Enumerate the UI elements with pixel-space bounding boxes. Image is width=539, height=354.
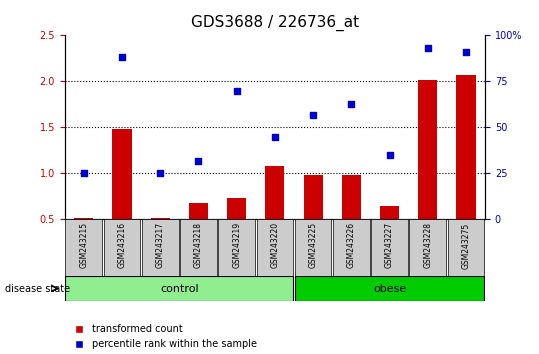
Text: GSM243216: GSM243216: [118, 222, 127, 268]
Text: GSM243227: GSM243227: [385, 222, 394, 268]
Text: obese: obese: [373, 284, 406, 293]
Bar: [342, 175, 361, 219]
Bar: [113, 129, 132, 219]
Bar: [74, 218, 93, 219]
Point: [385, 152, 394, 158]
Point: [271, 134, 279, 139]
Text: control: control: [160, 284, 199, 293]
Point: [194, 158, 203, 164]
Point: [118, 55, 126, 60]
Text: GSM243218: GSM243218: [194, 222, 203, 268]
Text: GSM243275: GSM243275: [461, 222, 471, 269]
Point: [424, 45, 432, 51]
FancyBboxPatch shape: [103, 219, 140, 276]
Text: GSM243228: GSM243228: [423, 222, 432, 268]
Bar: [227, 198, 246, 219]
Text: disease state: disease state: [5, 284, 71, 293]
Bar: [189, 203, 208, 219]
Point: [156, 171, 164, 176]
FancyBboxPatch shape: [142, 219, 178, 276]
Bar: [151, 218, 170, 219]
Bar: [380, 206, 399, 219]
FancyBboxPatch shape: [65, 276, 293, 301]
FancyBboxPatch shape: [371, 219, 408, 276]
FancyBboxPatch shape: [333, 219, 370, 276]
FancyBboxPatch shape: [65, 219, 102, 276]
Point: [309, 112, 317, 118]
Legend: transformed count, percentile rank within the sample: transformed count, percentile rank withi…: [70, 324, 257, 349]
Bar: [418, 80, 437, 219]
FancyBboxPatch shape: [448, 219, 485, 276]
FancyBboxPatch shape: [295, 219, 331, 276]
Text: GSM243226: GSM243226: [347, 222, 356, 268]
Text: GSM243225: GSM243225: [309, 222, 317, 268]
FancyBboxPatch shape: [218, 219, 255, 276]
FancyBboxPatch shape: [257, 219, 293, 276]
Text: GSM243215: GSM243215: [79, 222, 88, 268]
FancyBboxPatch shape: [180, 219, 217, 276]
Text: GSM243217: GSM243217: [156, 222, 165, 268]
Point: [232, 88, 241, 93]
FancyBboxPatch shape: [410, 219, 446, 276]
Text: GSM243220: GSM243220: [271, 222, 279, 268]
Bar: [303, 175, 323, 219]
Text: GSM243219: GSM243219: [232, 222, 241, 268]
Point: [347, 101, 356, 106]
Bar: [265, 166, 285, 219]
Point: [462, 49, 471, 55]
Title: GDS3688 / 226736_at: GDS3688 / 226736_at: [191, 15, 359, 31]
FancyBboxPatch shape: [295, 276, 485, 301]
Bar: [457, 75, 475, 219]
Point: [79, 171, 88, 176]
